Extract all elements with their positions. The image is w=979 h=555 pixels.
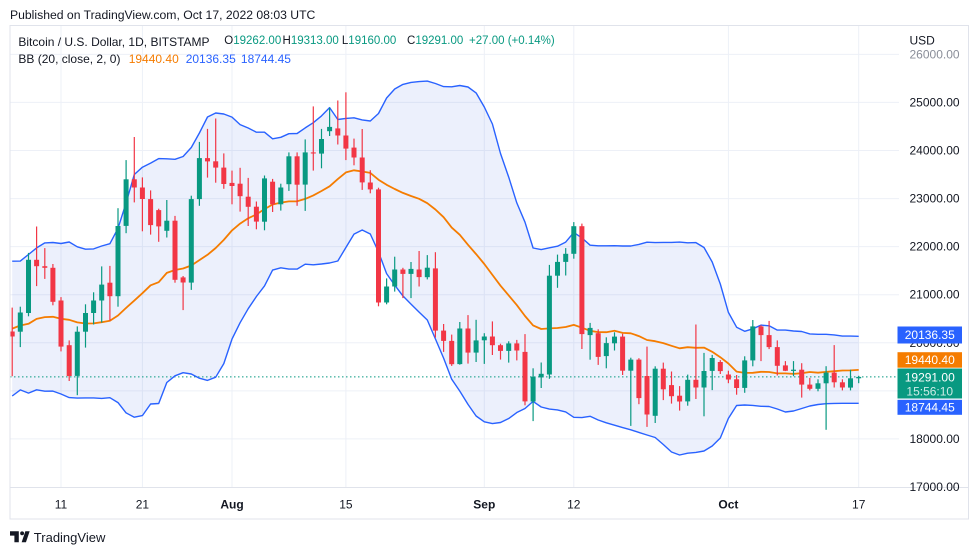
- svg-text:26000.00: 26000.00: [910, 47, 960, 61]
- svg-text:20136.35: 20136.35: [905, 328, 955, 342]
- svg-text:12: 12: [567, 498, 581, 512]
- svg-text:24000.00: 24000.00: [910, 144, 960, 158]
- svg-text:17: 17: [852, 498, 866, 512]
- svg-text:19291.00: 19291.00: [905, 371, 955, 385]
- svg-text:23000.00: 23000.00: [910, 192, 960, 206]
- svg-text:TradingView: TradingView: [34, 531, 106, 545]
- svg-text:11: 11: [55, 498, 68, 512]
- svg-text:22000.00: 22000.00: [910, 240, 960, 254]
- svg-text:25000.00: 25000.00: [910, 95, 960, 109]
- svg-text:15:56:10: 15:56:10: [906, 385, 953, 399]
- svg-text:21: 21: [136, 498, 150, 512]
- svg-text:19440.40: 19440.40: [905, 353, 955, 367]
- svg-text:Sep: Sep: [473, 498, 495, 512]
- svg-text:Aug: Aug: [220, 498, 243, 512]
- svg-text:18744.45: 18744.45: [905, 401, 955, 415]
- svg-text:USD: USD: [910, 34, 936, 48]
- svg-text:18000.00: 18000.00: [910, 432, 960, 446]
- svg-text:17000.00: 17000.00: [910, 480, 960, 494]
- svg-text:21000.00: 21000.00: [910, 288, 960, 302]
- svg-text:Oct: Oct: [718, 498, 738, 512]
- svg-text:15: 15: [339, 498, 353, 512]
